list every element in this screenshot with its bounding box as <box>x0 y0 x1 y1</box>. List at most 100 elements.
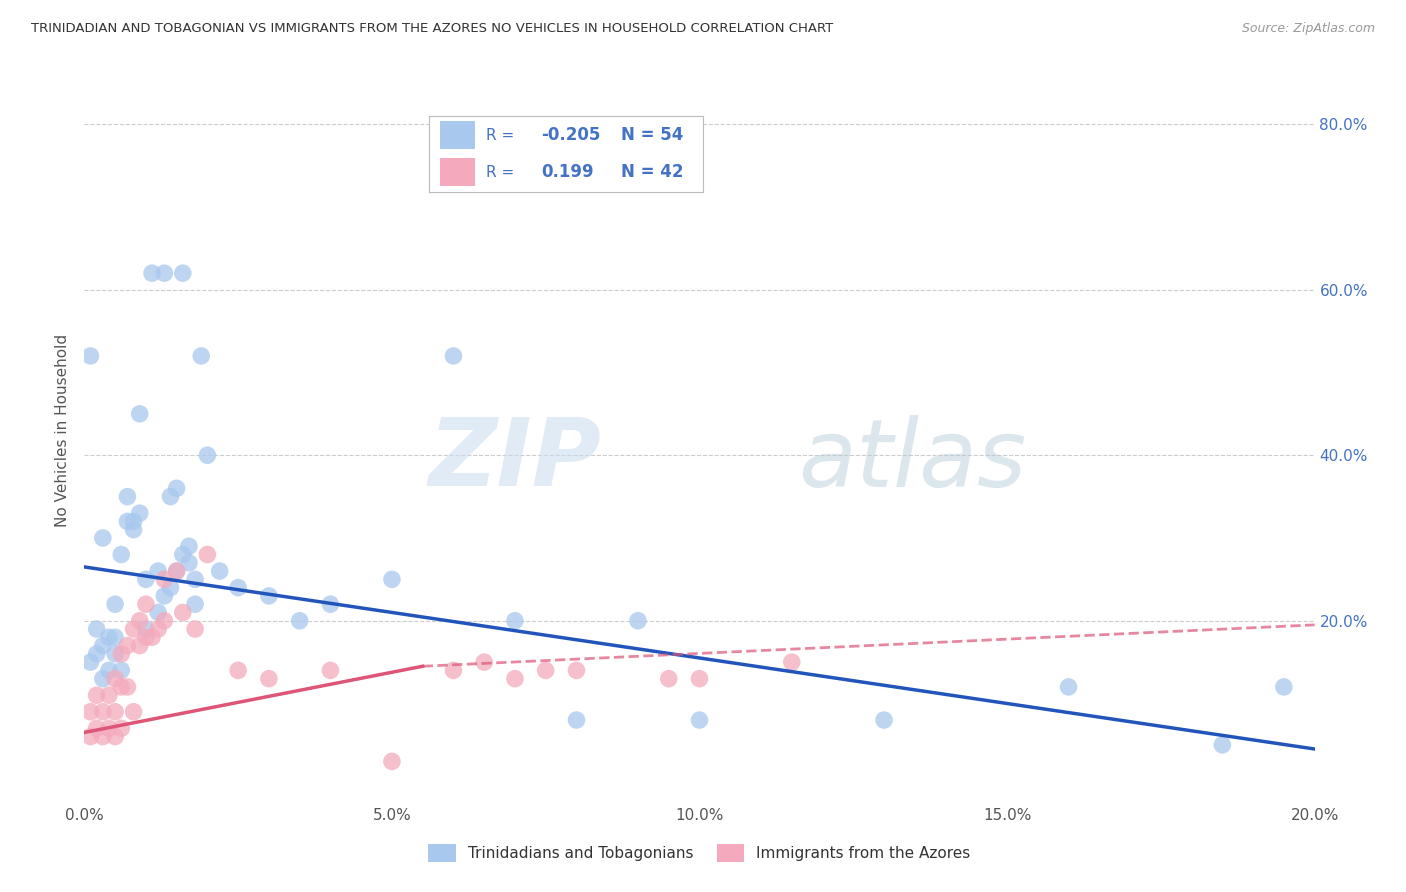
Point <box>135 622 157 636</box>
Point <box>79 705 101 719</box>
Point <box>128 614 150 628</box>
Point <box>79 349 101 363</box>
Point <box>135 630 157 644</box>
Bar <box>440 159 475 186</box>
Point <box>873 713 896 727</box>
Point <box>98 630 120 644</box>
Point <box>128 506 150 520</box>
Point <box>110 664 132 678</box>
Point <box>148 564 170 578</box>
Point <box>148 622 170 636</box>
Point <box>110 548 132 562</box>
Point <box>190 349 212 363</box>
Point <box>117 515 139 529</box>
Point <box>472 655 495 669</box>
Point <box>319 664 342 678</box>
Point <box>503 672 526 686</box>
Point <box>184 597 207 611</box>
Point <box>104 597 127 611</box>
Point <box>122 622 145 636</box>
Point <box>153 266 176 280</box>
Point <box>172 266 194 280</box>
Point <box>166 481 188 495</box>
Point <box>166 564 188 578</box>
Point <box>104 672 127 686</box>
Point <box>1211 738 1233 752</box>
Point <box>503 614 526 628</box>
Point <box>79 655 101 669</box>
Point <box>159 490 181 504</box>
Point <box>117 490 139 504</box>
Point <box>128 639 150 653</box>
Point <box>226 581 249 595</box>
Point <box>534 664 557 678</box>
Point <box>86 721 108 735</box>
Point <box>122 523 145 537</box>
Point <box>381 573 404 587</box>
Point <box>443 349 465 363</box>
Point <box>565 664 588 678</box>
Point <box>184 573 207 587</box>
Point <box>86 688 108 702</box>
Point <box>141 630 163 644</box>
Point <box>104 630 127 644</box>
Point <box>159 581 181 595</box>
Text: ZIP: ZIP <box>429 414 602 506</box>
Point <box>122 705 145 719</box>
Point <box>117 639 139 653</box>
Text: Source: ZipAtlas.com: Source: ZipAtlas.com <box>1241 22 1375 36</box>
Point <box>208 564 231 578</box>
Point <box>658 672 681 686</box>
Point <box>177 556 200 570</box>
Legend: Trinidadians and Tobagonians, Immigrants from the Azores: Trinidadians and Tobagonians, Immigrants… <box>429 844 970 863</box>
Point <box>110 680 132 694</box>
Text: 0.199: 0.199 <box>541 163 593 181</box>
Point <box>184 622 207 636</box>
Point <box>141 266 163 280</box>
Text: TRINIDADIAN AND TOBAGONIAN VS IMMIGRANTS FROM THE AZORES NO VEHICLES IN HOUSEHOL: TRINIDADIAN AND TOBAGONIAN VS IMMIGRANTS… <box>31 22 834 36</box>
Point <box>627 614 650 628</box>
Point <box>153 589 176 603</box>
Point <box>86 622 108 636</box>
Point <box>98 688 120 702</box>
Y-axis label: No Vehicles in Household: No Vehicles in Household <box>55 334 70 527</box>
Text: N = 54: N = 54 <box>621 127 683 145</box>
Point <box>226 664 249 678</box>
Point <box>148 606 170 620</box>
Point <box>689 713 711 727</box>
Point <box>565 713 588 727</box>
Point <box>443 664 465 678</box>
Point <box>319 597 342 611</box>
Point <box>86 647 108 661</box>
Point <box>780 655 803 669</box>
Text: R =: R = <box>486 165 520 180</box>
Point <box>128 407 150 421</box>
Point <box>1272 680 1295 694</box>
Point <box>1057 680 1080 694</box>
Point <box>135 573 157 587</box>
Text: R =: R = <box>486 128 520 143</box>
Point <box>172 606 194 620</box>
Point <box>91 730 114 744</box>
Point <box>91 639 114 653</box>
Point <box>98 664 120 678</box>
Point <box>257 589 280 603</box>
Point <box>104 705 127 719</box>
Text: N = 42: N = 42 <box>621 163 683 181</box>
Point <box>166 564 188 578</box>
Point <box>104 730 127 744</box>
Point <box>172 548 194 562</box>
Point <box>91 672 114 686</box>
Point <box>197 548 219 562</box>
Point <box>122 515 145 529</box>
Point <box>288 614 311 628</box>
Point <box>153 573 176 587</box>
Point <box>381 755 404 769</box>
Point <box>197 448 219 462</box>
Point <box>104 647 127 661</box>
Point <box>110 647 132 661</box>
Bar <box>440 121 475 149</box>
Point <box>135 597 157 611</box>
Point <box>257 672 280 686</box>
Point <box>177 539 200 553</box>
